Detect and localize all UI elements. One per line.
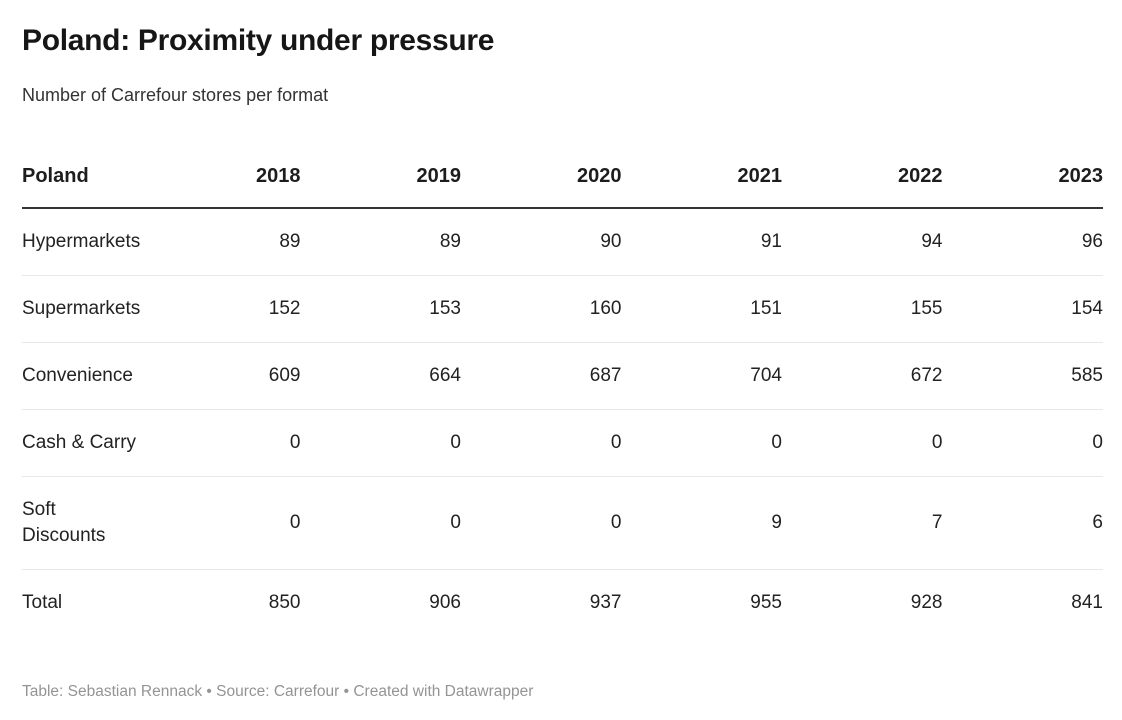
data-table: Poland 2018 2019 2020 2021 2022 2023 Hyp… (22, 151, 1103, 636)
column-header-2023: 2023 (942, 151, 1103, 209)
cell-total-2020: 937 (589, 592, 622, 613)
table-row: Supermarkets 152 153 160 151 155 154 (22, 275, 1103, 343)
cell-supermarkets-2020: 160 (461, 275, 622, 343)
column-header-2021: 2021 (621, 151, 782, 209)
cell-hypermarkets-2023: 96 (942, 208, 1103, 276)
chart-card: Poland: Proximity under pressure Number … (22, 24, 1103, 700)
row-label-soft-discounts: Soft Discounts (22, 476, 140, 570)
cell-hypermarkets-2018: 89 (140, 208, 301, 276)
cell-cash-and-carry-2023: 0 (942, 409, 1103, 477)
page-subtitle: Number of Carrefour stores per format (22, 85, 329, 105)
table-row-total: Total 850 906 937 955 928 841 (22, 570, 1103, 637)
column-header-poland: Poland (22, 151, 140, 209)
cell-total-2023: 841 (1071, 592, 1103, 613)
row-label-hypermarkets: Hypermarkets (22, 208, 140, 276)
cell-convenience-2020: 687 (461, 342, 622, 410)
cell-soft-discounts-2021: 9 (621, 476, 782, 570)
cell-hypermarkets-2021: 91 (621, 208, 782, 276)
cell-hypermarkets-2022: 94 (782, 208, 943, 276)
cell-total-2018: 850 (268, 592, 301, 613)
column-header-2018: 2018 (140, 151, 301, 209)
cell-total-2021: 955 (750, 592, 782, 613)
cell-soft-discounts-2023: 6 (942, 476, 1103, 570)
cell-cash-and-carry-2020: 0 (461, 409, 622, 477)
row-label-total: Total (22, 592, 63, 613)
cell-supermarkets-2021: 151 (621, 275, 782, 343)
cell-convenience-2021: 704 (621, 342, 782, 410)
column-header-2020: 2020 (461, 151, 622, 209)
cell-cash-and-carry-2018: 0 (140, 409, 301, 477)
cell-convenience-2022: 672 (782, 342, 943, 410)
cell-supermarkets-2018: 152 (140, 275, 301, 343)
cell-soft-discounts-2020: 0 (461, 476, 622, 570)
table-row: Cash & Carry 0 0 0 0 0 0 (22, 409, 1103, 477)
table-header-row: Poland 2018 2019 2020 2021 2022 2023 (22, 151, 1103, 209)
cell-hypermarkets-2019: 89 (300, 208, 461, 276)
cell-total-2019: 906 (429, 592, 461, 613)
cell-hypermarkets-2020: 90 (461, 208, 622, 276)
table-row: Hypermarkets 89 89 90 91 94 96 (22, 208, 1103, 276)
cell-supermarkets-2023: 154 (942, 275, 1103, 343)
cell-cash-and-carry-2021: 0 (621, 409, 782, 477)
row-label-supermarkets: Supermarkets (22, 275, 140, 343)
cell-total-2022: 928 (910, 592, 943, 613)
table-row: Soft Discounts 0 0 0 9 7 6 (22, 476, 1103, 570)
cell-convenience-2019: 664 (300, 342, 461, 410)
cell-cash-and-carry-2022: 0 (782, 409, 943, 477)
page-title: Poland: Proximity under pressure (22, 24, 495, 57)
table-row: Convenience 609 664 687 704 672 585 (22, 342, 1103, 410)
row-label-cash-and-carry: Cash & Carry (22, 409, 140, 477)
cell-soft-discounts-2019: 0 (300, 476, 461, 570)
cell-soft-discounts-2018: 0 (140, 476, 301, 570)
cell-convenience-2018: 609 (140, 342, 301, 410)
cell-supermarkets-2019: 153 (300, 275, 461, 343)
cell-convenience-2023: 585 (942, 342, 1103, 410)
attribution-footer: Table: Sebastian Rennack • Source: Carre… (22, 683, 534, 700)
column-header-2022: 2022 (782, 151, 943, 209)
cell-soft-discounts-2022: 7 (782, 476, 943, 570)
cell-cash-and-carry-2019: 0 (300, 409, 461, 477)
row-label-convenience: Convenience (22, 342, 140, 410)
cell-supermarkets-2022: 155 (782, 275, 943, 343)
column-header-2019: 2019 (300, 151, 461, 209)
